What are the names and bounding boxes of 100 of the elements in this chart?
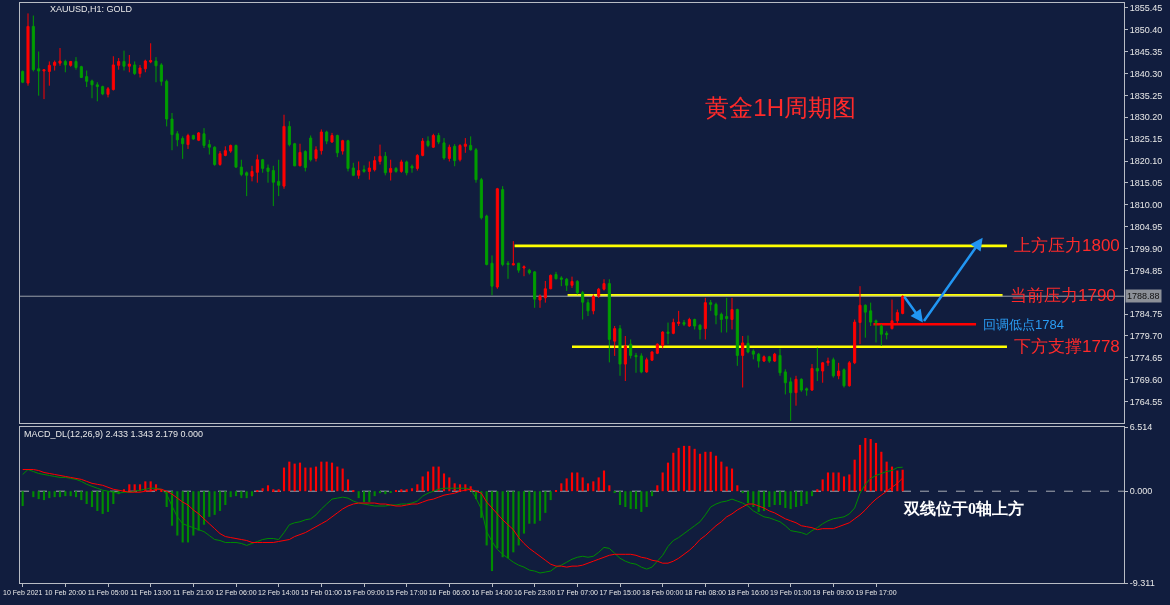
candlestick [213, 145, 217, 167]
candlestick [21, 70, 25, 84]
candlestick [85, 70, 89, 88]
candlestick [458, 143, 462, 162]
bar [362, 491, 366, 503]
bar [266, 485, 270, 492]
candlestick [810, 363, 814, 392]
bar [234, 491, 238, 497]
annotation: 双线位于0轴上方 [903, 499, 1024, 517]
candlestick [389, 159, 393, 182]
candlestick [106, 86, 110, 98]
bar [837, 472, 840, 492]
candlestick [90, 79, 94, 99]
y-tick-label: 1825.15 [1129, 134, 1163, 145]
bar [773, 491, 776, 506]
bar [74, 491, 78, 498]
candlestick [239, 159, 243, 177]
bar [746, 491, 750, 504]
candlestick [559, 275, 563, 287]
bar [709, 451, 712, 492]
candlestick [426, 135, 430, 148]
bar [821, 479, 824, 492]
candlestick [165, 79, 169, 127]
candlestick [490, 254, 494, 296]
candlestick [405, 160, 409, 176]
bar [512, 491, 515, 553]
bar [805, 491, 808, 505]
candlestick [847, 360, 851, 388]
candlestick [805, 386, 809, 397]
candlestick [453, 143, 457, 167]
bar [725, 466, 728, 492]
ref-line-label: 上方压力1800 [1014, 236, 1120, 255]
bar [778, 491, 782, 506]
candlestick [677, 310, 681, 327]
bar [784, 491, 787, 508]
y-tick-label: -9.311 [1129, 578, 1155, 589]
candlestick [234, 144, 238, 169]
y-tick-label: 1855.45 [1129, 3, 1163, 14]
candlestick [474, 147, 478, 184]
candlestick [191, 134, 195, 141]
ref-line-label: 下方支撑1778 [1014, 337, 1120, 356]
ref-line-label: 回调低点1784 [983, 317, 1064, 332]
candlestick [709, 299, 713, 312]
bar [688, 445, 691, 492]
candlestick [495, 187, 499, 290]
candlestick [602, 278, 606, 292]
bar [608, 485, 611, 492]
candlestick [202, 127, 206, 149]
candlestick [351, 162, 355, 177]
bar [789, 491, 792, 509]
candlestick [122, 50, 126, 72]
bar [597, 477, 600, 492]
candlestick [154, 56, 158, 83]
y-tick-label: 1845.35 [1129, 46, 1163, 57]
candlestick [751, 348, 755, 360]
candlestick [271, 165, 275, 207]
bar [704, 451, 707, 492]
candlestick [741, 335, 745, 388]
candlestick [255, 154, 259, 184]
bar [32, 491, 35, 498]
bar [21, 491, 24, 506]
bar [128, 484, 131, 492]
candlestick [309, 134, 313, 162]
bar [858, 444, 862, 492]
candlestick [863, 303, 867, 339]
y-tick-label: 0.000 [1129, 486, 1153, 497]
bar [277, 489, 280, 492]
candlestick [229, 144, 233, 154]
candlestick [399, 159, 403, 174]
bar [400, 489, 403, 492]
candlestick [698, 323, 702, 340]
candlestick [133, 60, 137, 76]
bar [832, 472, 835, 492]
candlestick [661, 330, 665, 350]
candlestick [703, 297, 707, 340]
candlestick [575, 279, 579, 295]
bar [357, 491, 360, 499]
bar [736, 485, 739, 492]
bar [533, 491, 536, 524]
candlestick [31, 15, 35, 72]
candlestick [821, 361, 825, 384]
bar [410, 488, 414, 492]
candlestick [341, 139, 345, 156]
candlestick [517, 262, 521, 274]
bar [58, 491, 62, 498]
text: 黄金1H周期图 [705, 93, 856, 121]
candlestick [623, 335, 627, 382]
candlestick [53, 60, 57, 72]
bar [672, 452, 675, 492]
candlestick [799, 377, 803, 393]
candlestick [63, 59, 67, 73]
candlestick [853, 319, 857, 365]
bar [650, 491, 654, 497]
y-tick-label: 1850.40 [1129, 25, 1163, 35]
candlestick [666, 322, 670, 345]
bar [261, 488, 264, 492]
candlestick [469, 135, 473, 152]
bar [224, 491, 227, 506]
bar [517, 491, 520, 546]
bar [538, 491, 542, 521]
